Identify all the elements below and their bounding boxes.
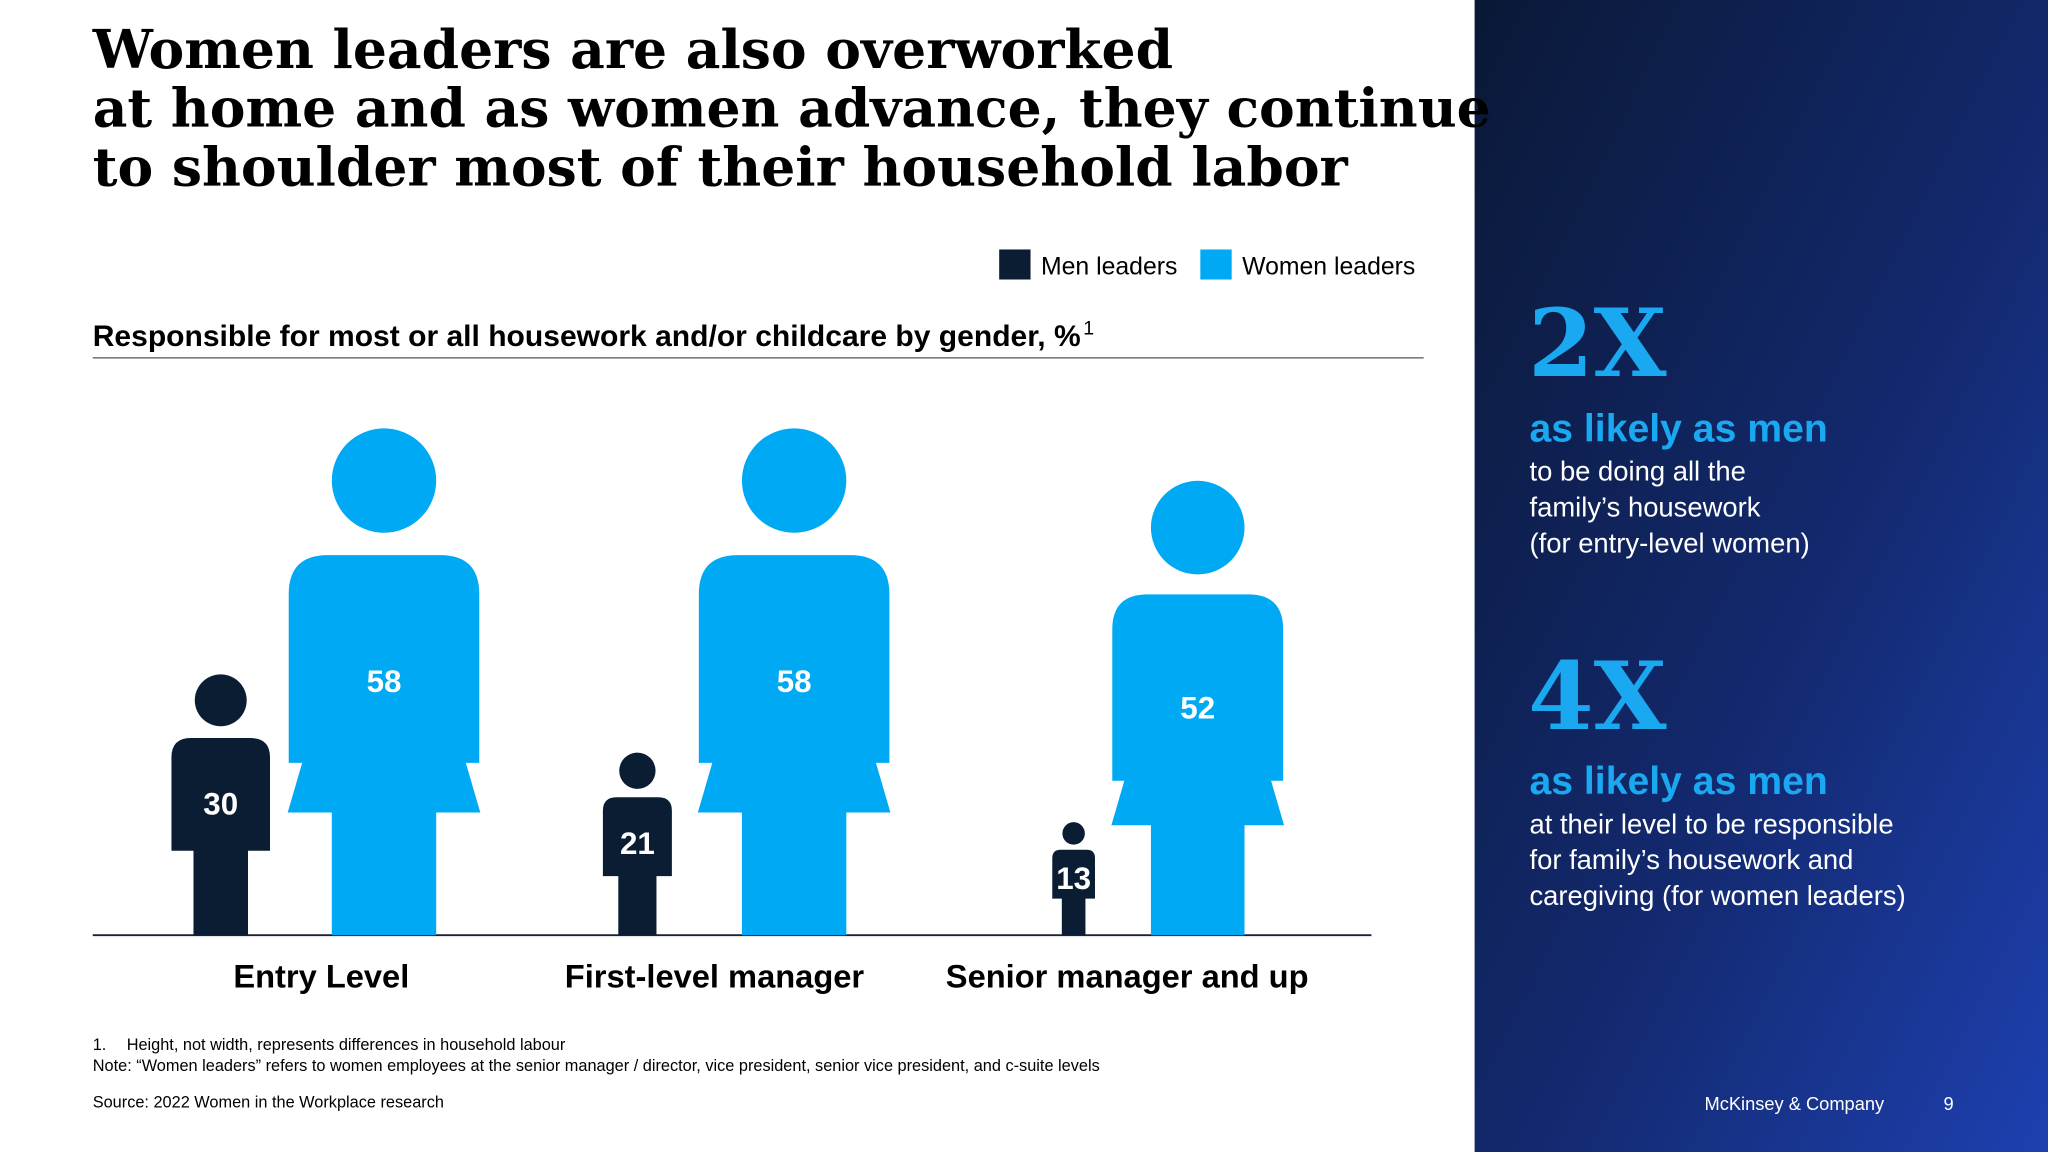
head xyxy=(194,674,247,727)
head xyxy=(741,428,847,533)
subtitle-note: 1 xyxy=(1083,317,1094,339)
x-tick-label: First-level manager xyxy=(565,957,865,994)
man-figure xyxy=(602,752,672,936)
title-line: Women leaders are also overworked xyxy=(92,18,1173,81)
title-line: at home and as women advance, they conti… xyxy=(93,77,1491,140)
footnote: Height, not width, represents difference… xyxy=(127,1036,566,1054)
woman-figure xyxy=(1111,480,1285,936)
value-label: 13 xyxy=(1056,861,1091,896)
head xyxy=(331,428,437,533)
value-label: 52 xyxy=(1180,690,1215,725)
legend-swatch xyxy=(1200,249,1232,280)
value-label: 21 xyxy=(620,826,655,861)
legs xyxy=(193,850,248,936)
legs xyxy=(618,875,657,936)
x-tick-label: Entry Level xyxy=(233,957,409,994)
head xyxy=(619,752,656,789)
legs xyxy=(741,812,847,936)
stat-line: for family’s housework and xyxy=(1529,844,1853,875)
torso xyxy=(1112,594,1284,781)
stat-figure: 2X xyxy=(1528,289,1666,399)
stat-figure: 4X xyxy=(1528,642,1666,752)
subtitle: Responsible for most or all housework an… xyxy=(93,317,1094,353)
x-tick-label: Senior manager and up xyxy=(946,957,1309,994)
head xyxy=(1150,480,1245,575)
stat-headline: as likely as men xyxy=(1529,760,1827,803)
page-number: 9 xyxy=(1944,1093,1954,1114)
side-panel xyxy=(1474,0,2048,1152)
stat-line: at their level to be responsible xyxy=(1529,808,1893,839)
brand: McKinsey & Company xyxy=(1704,1093,1885,1114)
man-figure xyxy=(1052,822,1095,936)
stat-line: family’s housework xyxy=(1529,492,1760,523)
skirt xyxy=(697,760,891,813)
torso xyxy=(698,555,890,763)
stat-line: caregiving (for women leaders) xyxy=(1529,880,1905,911)
note: Note: “Women leaders” refers to women em… xyxy=(93,1057,1100,1075)
skirt xyxy=(287,760,481,813)
torso xyxy=(1052,849,1095,899)
woman-figure xyxy=(287,428,481,936)
stat-headline: as likely as men xyxy=(1529,407,1827,450)
skirt xyxy=(1111,778,1285,826)
legend-label: Men leaders xyxy=(1041,253,1177,280)
value-label: 30 xyxy=(203,787,238,822)
stat-line: to be doing all the xyxy=(1529,456,1745,487)
value-label: 58 xyxy=(367,664,402,699)
legend-label: Women leaders xyxy=(1242,253,1415,280)
legs xyxy=(1150,824,1245,936)
torso xyxy=(288,555,480,763)
legend-swatch xyxy=(999,249,1031,280)
woman-figure xyxy=(697,428,891,936)
torso xyxy=(602,797,672,877)
torso xyxy=(171,738,271,851)
legs xyxy=(1061,898,1086,936)
subtitle-text: Responsible for most or all housework an… xyxy=(93,320,1081,353)
stat-line: (for entry-level women) xyxy=(1529,527,1809,558)
man-figure xyxy=(171,674,271,936)
head xyxy=(1062,822,1085,845)
source: Source: 2022 Women in the Workplace rese… xyxy=(93,1094,444,1112)
value-label: 58 xyxy=(777,664,812,699)
title-line: to shoulder most of their household labo… xyxy=(93,135,1349,198)
legs xyxy=(331,812,437,936)
footnote-marker: 1. xyxy=(93,1036,107,1054)
